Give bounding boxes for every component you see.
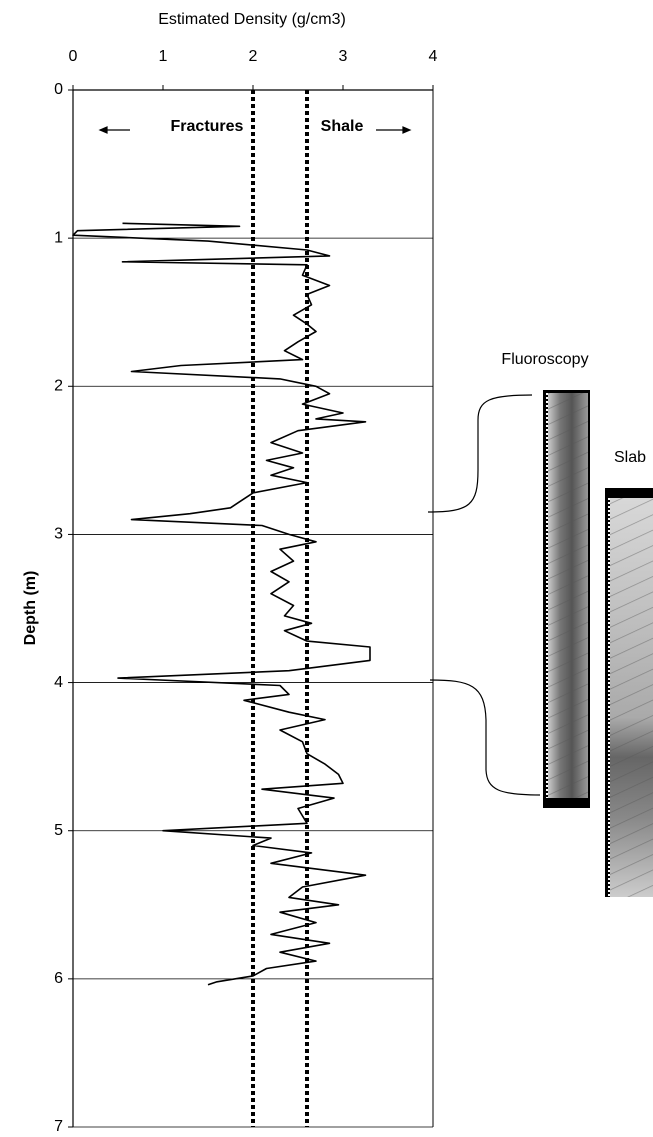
y-tick-label: 1 <box>54 229 63 246</box>
y-tick-label: 5 <box>54 822 63 839</box>
core-images <box>543 390 653 897</box>
x-tick-label: 0 <box>69 48 78 65</box>
annotation: Fractures <box>171 118 244 135</box>
arrows <box>98 126 412 134</box>
annotation: Fluoroscopy <box>501 351 588 368</box>
y-tick-label: 2 <box>54 378 63 395</box>
x-tick-label: 4 <box>429 48 438 65</box>
y-tick-label: 4 <box>54 674 63 691</box>
y-tick-label: 7 <box>54 1118 63 1135</box>
y-tick-label: 0 <box>54 81 63 98</box>
annotation: Shale <box>321 118 364 135</box>
x-tick-label: 3 <box>339 48 348 65</box>
connectors <box>427 394 541 796</box>
chart-title: Estimated Density (g/cm3) <box>158 11 346 28</box>
y-axis-label: Depth (m) <box>22 571 39 646</box>
y-tick-label: 6 <box>54 970 63 987</box>
density-line <box>72 222 371 986</box>
annotation: Slab <box>614 449 646 466</box>
x-tick-label: 2 <box>249 48 258 65</box>
y-tick-label: 3 <box>54 526 63 543</box>
x-tick-label: 1 <box>159 48 168 65</box>
